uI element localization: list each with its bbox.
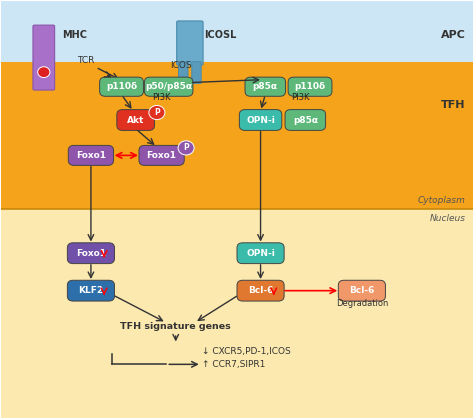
Text: PI3K: PI3K: [152, 93, 171, 103]
Text: Foxo1: Foxo1: [76, 151, 106, 160]
FancyBboxPatch shape: [245, 77, 285, 96]
Text: Bcl-6: Bcl-6: [349, 286, 374, 295]
Text: Degradation: Degradation: [336, 300, 388, 308]
Text: MHC: MHC: [62, 30, 87, 40]
FancyBboxPatch shape: [100, 77, 144, 96]
FancyBboxPatch shape: [237, 243, 284, 264]
Text: p85α: p85α: [293, 116, 318, 124]
FancyBboxPatch shape: [285, 110, 326, 130]
FancyBboxPatch shape: [67, 280, 115, 301]
Text: Akt: Akt: [127, 116, 145, 124]
Text: ↑ CCR7,SIPR1: ↑ CCR7,SIPR1: [201, 360, 265, 369]
Text: OPN-i: OPN-i: [246, 116, 275, 124]
FancyBboxPatch shape: [145, 77, 193, 96]
FancyBboxPatch shape: [67, 243, 115, 264]
Text: P: P: [154, 108, 160, 117]
Circle shape: [178, 141, 194, 155]
Text: KLF2: KLF2: [78, 286, 103, 295]
Text: p50/p85α: p50/p85α: [145, 82, 192, 91]
Text: Foxo1: Foxo1: [76, 249, 106, 258]
FancyBboxPatch shape: [117, 110, 155, 130]
Text: Nucleus: Nucleus: [429, 215, 465, 223]
FancyBboxPatch shape: [177, 21, 203, 65]
Text: TFH: TFH: [441, 101, 465, 111]
Text: P: P: [183, 143, 189, 153]
FancyBboxPatch shape: [1, 1, 473, 62]
Text: p85α: p85α: [253, 82, 278, 91]
FancyBboxPatch shape: [239, 110, 282, 130]
FancyBboxPatch shape: [68, 145, 114, 166]
Text: OPN-i: OPN-i: [246, 249, 275, 258]
Text: PI3K: PI3K: [292, 93, 310, 103]
Text: p110δ: p110δ: [294, 82, 326, 91]
Text: p110δ: p110δ: [106, 82, 137, 91]
FancyBboxPatch shape: [192, 62, 201, 83]
Text: ICOSL: ICOSL: [204, 30, 237, 40]
FancyBboxPatch shape: [33, 25, 55, 90]
Text: Bcl-6: Bcl-6: [248, 286, 273, 295]
FancyBboxPatch shape: [1, 210, 473, 418]
Circle shape: [149, 106, 165, 119]
FancyBboxPatch shape: [237, 280, 284, 301]
Text: APC: APC: [441, 30, 465, 40]
Text: Foxo1: Foxo1: [146, 151, 177, 160]
FancyBboxPatch shape: [179, 62, 188, 83]
Text: TFH signature genes: TFH signature genes: [120, 322, 231, 331]
Text: ICOS: ICOS: [170, 62, 191, 70]
FancyBboxPatch shape: [288, 77, 332, 96]
Text: ↓ CXCR5,PD-1,ICOS: ↓ CXCR5,PD-1,ICOS: [201, 347, 291, 355]
Text: Cytoplasm: Cytoplasm: [418, 196, 465, 204]
FancyBboxPatch shape: [1, 62, 473, 209]
FancyBboxPatch shape: [139, 145, 184, 166]
FancyBboxPatch shape: [338, 280, 385, 301]
Text: TCR: TCR: [78, 56, 95, 65]
Circle shape: [37, 67, 50, 78]
